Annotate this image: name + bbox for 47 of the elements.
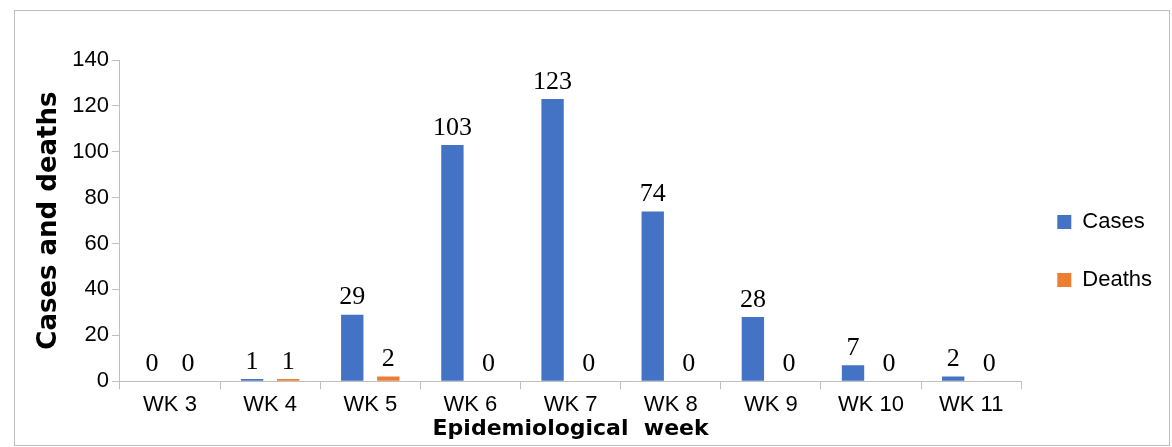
x-tick-label: WK 5 [343,391,398,417]
data-label: 0 [145,348,159,378]
x-tick-label: WK 10 [838,391,905,417]
data-label: 1 [245,345,259,375]
y-axis-title: Cases and deaths [32,91,63,350]
x-tick-label: WK 9 [744,391,798,417]
legend-label: Deaths [1082,266,1153,292]
data-label: 0 [181,348,195,378]
data-label: 123 [533,65,573,95]
bar [441,144,464,381]
data-label: 0 [982,348,996,378]
data-label: 7 [846,331,860,361]
y-tick-label: 80 [84,183,109,209]
x-tick-label: WK 4 [243,391,298,417]
x-tick-label: WK 6 [443,391,498,417]
data-label: 103 [432,111,472,141]
data-label: 2 [946,343,960,373]
data-label: 74 [639,178,666,208]
data-label: 28 [739,283,766,313]
bar [541,99,564,381]
data-label: 29 [339,281,366,311]
y-tick-label: 100 [72,137,109,163]
x-tick-label: WK 7 [543,391,598,417]
data-label: 0 [582,348,596,378]
data-label: 0 [782,348,796,378]
bar [641,211,664,381]
bar [841,365,865,381]
data-label: 2 [381,343,395,373]
data-label: 1 [281,345,295,375]
bar [377,376,400,381]
data-label: 0 [481,348,495,378]
x-tick-label: WK 3 [143,391,197,417]
x-tick-label: WK 8 [643,391,698,417]
bar [341,314,364,381]
data-label: 0 [882,348,896,378]
y-tick-label: 120 [72,91,109,117]
bar [942,376,965,381]
y-tick-label: 0 [96,367,109,393]
y-tick-label: 40 [84,275,109,301]
x-tick-label: WK 11 [939,391,1004,417]
y-tick-label: 140 [72,46,109,72]
bar [741,316,765,381]
x-axis-title: Epidemiological week [432,414,710,440]
y-tick-label: 60 [84,229,109,255]
y-tick-label: 20 [84,321,109,347]
data-label: 0 [682,348,696,378]
legend-label: Cases [1082,208,1145,234]
